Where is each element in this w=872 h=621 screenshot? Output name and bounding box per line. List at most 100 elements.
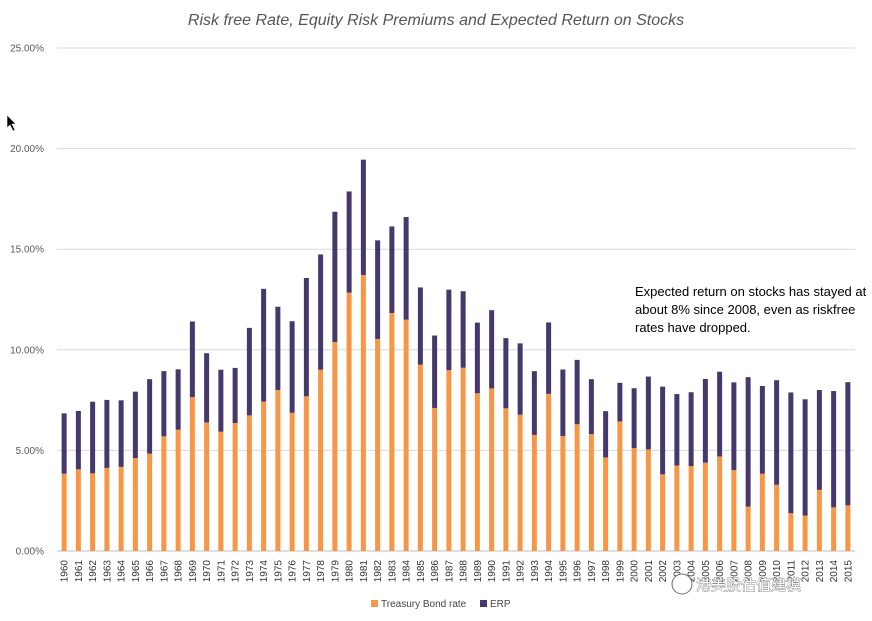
x-tick-label: 1972: [231, 560, 242, 583]
x-tick-label: 2003: [672, 560, 683, 583]
x-tick-label: 1997: [587, 560, 598, 583]
x-tick-label: 1999: [615, 560, 626, 583]
bar-erp-1977: [303, 277, 309, 397]
bar-erp-2006: [717, 371, 723, 457]
bar-treasury-1973: [246, 415, 252, 551]
bar-erp-1976: [289, 321, 295, 413]
bar-erp-1970: [204, 353, 210, 423]
bar-treasury-2011: [788, 513, 794, 551]
bar-treasury-1970: [204, 422, 210, 551]
x-tick-label: 1965: [131, 560, 142, 583]
bar-treasury-1999: [617, 421, 623, 551]
bar-erp-1986: [432, 335, 438, 408]
x-tick-label: 1984: [402, 560, 413, 583]
bar-erp-1973: [246, 327, 252, 416]
bar-erp-1979: [332, 211, 338, 342]
x-tick-label: 1963: [102, 560, 113, 583]
bar-erp-2014: [831, 391, 837, 508]
x-tick-label: 2002: [658, 560, 669, 583]
bar-treasury-1989: [474, 393, 480, 551]
bar-treasury-1991: [503, 408, 509, 551]
bar-treasury-2015: [845, 505, 851, 551]
annotation-line-1: Expected return on stocks has stayed at: [635, 284, 867, 299]
bar-erp-2003: [674, 394, 680, 466]
bar-treasury-1960: [61, 473, 67, 551]
x-tick-label: 1976: [288, 560, 299, 583]
bar-treasury-1992: [517, 414, 523, 551]
x-tick-label: 2014: [829, 560, 840, 583]
bar-erp-1994: [546, 322, 552, 394]
x-tick-label: 2004: [687, 560, 698, 583]
x-tick-label: 1998: [601, 560, 612, 583]
x-tick-label: 1986: [430, 560, 441, 583]
bar-erp-1962: [90, 401, 96, 474]
bar-erp-2009: [759, 386, 765, 474]
bar-treasury-2007: [731, 470, 737, 551]
watermark-text: 港美股估值建模: [696, 576, 801, 594]
x-tick-label: 1995: [558, 560, 569, 583]
bar-erp-1981: [360, 159, 366, 275]
x-tick-label: 1967: [159, 560, 170, 583]
bar-erp-1993: [531, 371, 537, 435]
watermark: 港美股估值建模: [671, 573, 801, 595]
x-tick-label: 1991: [501, 560, 512, 583]
bar-treasury-1979: [332, 341, 338, 551]
bar-erp-1971: [218, 369, 224, 432]
x-tick-label: 2008: [744, 560, 755, 583]
bar-treasury-1990: [489, 388, 495, 551]
bar-erp-1980: [346, 191, 352, 293]
bar-treasury-2010: [774, 484, 780, 551]
chart-title: Risk free Rate, Equity Risk Premiums and…: [188, 12, 684, 29]
bar-treasury-2003: [674, 465, 680, 551]
bar-erp-1982: [375, 240, 381, 339]
x-tick-label: 1988: [459, 560, 470, 583]
bar-erp-1967: [161, 371, 167, 437]
bar-erp-1965: [132, 391, 138, 459]
x-tick-label: 1961: [74, 560, 85, 583]
x-axis-tick-labels: 1960 1961 1962 1963 1964 1965 1966 1967 1968 1969…: [60, 560, 855, 583]
x-tick-label: 1960: [60, 560, 71, 583]
x-tick-label: 1994: [544, 560, 555, 583]
x-tick-label: 1982: [373, 560, 384, 583]
bar-erp-1983: [389, 226, 395, 313]
bar-erp-1960: [61, 413, 67, 474]
y-tick-label: 10.00%: [10, 345, 44, 356]
bar-treasury-2012: [802, 515, 808, 551]
x-tick-label: 1966: [145, 560, 156, 583]
bar-erp-1989: [474, 322, 480, 394]
bar-treasury-2013: [816, 489, 822, 551]
bar-erp-1964: [118, 400, 124, 467]
bar-treasury-1961: [75, 469, 81, 551]
bar-treasury-2001: [645, 449, 651, 551]
bar-erp-1974: [261, 288, 267, 402]
x-tick-label: 2011: [786, 560, 797, 582]
bar-treasury-2009: [759, 473, 765, 551]
y-axis-tick-labels: 0.00% 5.00% 10.00% 15.00% 20.00% 25.00%: [10, 44, 44, 558]
bar-treasury-1987: [446, 370, 452, 551]
bar-treasury-1996: [574, 424, 580, 551]
bar-erp-1998: [603, 411, 609, 458]
bar-treasury-2006: [717, 456, 723, 551]
bar-erp-2007: [731, 382, 737, 471]
bar-treasury-2014: [831, 507, 837, 551]
bar-erp-2004: [688, 392, 694, 467]
bar-erp-2013: [816, 390, 822, 490]
bar-erp-1969: [189, 321, 195, 398]
x-tick-label: 1962: [88, 560, 99, 583]
y-tick-label: 0.00%: [16, 547, 44, 558]
legend-swatch-erp: [480, 600, 487, 607]
bar-treasury-1981: [360, 274, 366, 551]
x-tick-label: 1990: [487, 560, 498, 583]
bar-treasury-1965: [132, 458, 138, 551]
bar-erp-1991: [503, 338, 509, 409]
x-tick-label: 2005: [701, 560, 712, 583]
bar-erp-1995: [560, 369, 566, 437]
x-tick-label: 1981: [359, 560, 370, 583]
bar-treasury-2000: [631, 448, 637, 551]
bar-erp-1992: [517, 343, 523, 415]
x-tick-label: 1980: [345, 560, 356, 583]
bar-erp-1968: [175, 369, 181, 430]
bar-erp-2002: [660, 386, 666, 475]
bar-treasury-1994: [546, 393, 552, 551]
x-tick-label: 1974: [259, 560, 270, 583]
